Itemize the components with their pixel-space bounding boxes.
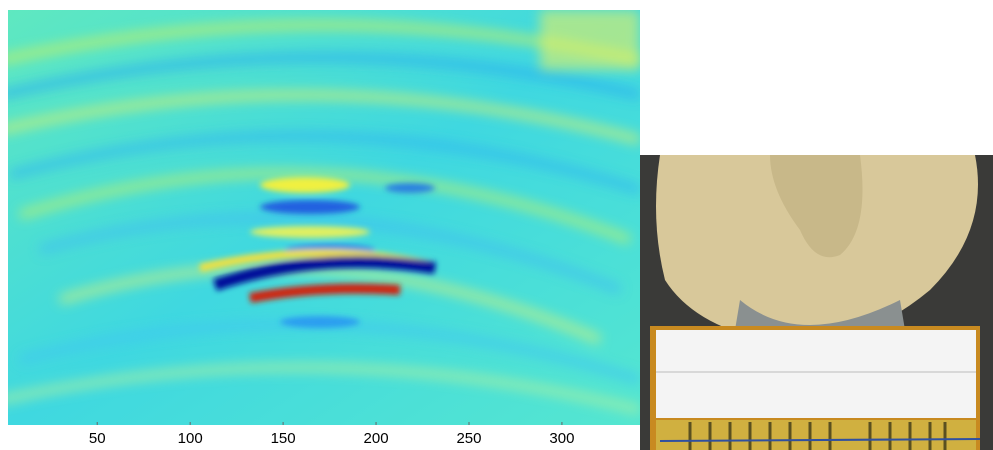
x-tick-label: 150	[271, 430, 296, 447]
figure: 50 100 150 200 250 300	[0, 0, 993, 450]
x-tick-label: 250	[456, 430, 481, 447]
photo	[640, 155, 993, 450]
page: 50100150200250300 (() => { const data = …	[0, 0, 993, 450]
x-axis: 50 100 150 200 250 300	[89, 422, 575, 447]
x-tick-label: 50	[89, 430, 106, 447]
heatmap	[0, 10, 640, 425]
x-tick-label: 100	[178, 430, 203, 447]
x-tick-label: 200	[364, 430, 389, 447]
x-tick-label: 300	[549, 430, 574, 447]
